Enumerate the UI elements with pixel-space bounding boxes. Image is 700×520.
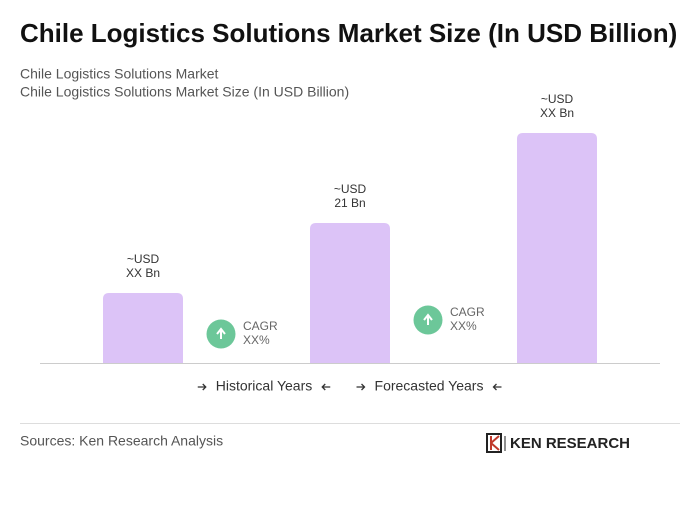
value-label: 21 Bn	[334, 196, 365, 210]
logo-icon	[490, 435, 500, 451]
logo: KEN RESEARCH	[486, 433, 630, 453]
source: Sources: Ken Research Analysis	[20, 433, 223, 449]
bar	[103, 293, 183, 363]
subtitle: Chile Logistics Solutions Market	[20, 66, 219, 82]
cagr-label: XX%	[243, 333, 270, 347]
period-arrow	[197, 383, 207, 391]
bar	[310, 223, 390, 363]
value-label: ~USD	[127, 252, 160, 266]
value-label: XX Bn	[540, 106, 574, 120]
subtitle: Chile Logistics Solutions Market Size (I…	[20, 84, 349, 100]
period-label: Historical Years	[216, 378, 313, 394]
value-label: ~USD	[541, 92, 574, 106]
value-label: ~USD	[334, 182, 367, 196]
period-arrow	[356, 383, 366, 391]
cagr-label: CAGR	[243, 319, 278, 333]
cagr-label: XX%	[450, 319, 477, 333]
logo-icon	[486, 433, 502, 453]
period-arrow	[492, 383, 502, 391]
period-arrow	[321, 383, 331, 391]
cagr-arrow	[423, 313, 433, 325]
bar	[517, 133, 597, 363]
chart-title: Chile Logistics Solutions Market Size (I…	[20, 18, 677, 48]
cagr-label: CAGR	[450, 305, 485, 319]
value-label: XX Bn	[126, 266, 160, 280]
period-label: Forecasted Years	[375, 378, 484, 394]
logo-text: KEN RESEARCH	[510, 435, 630, 452]
cagr-arrow	[216, 327, 226, 339]
